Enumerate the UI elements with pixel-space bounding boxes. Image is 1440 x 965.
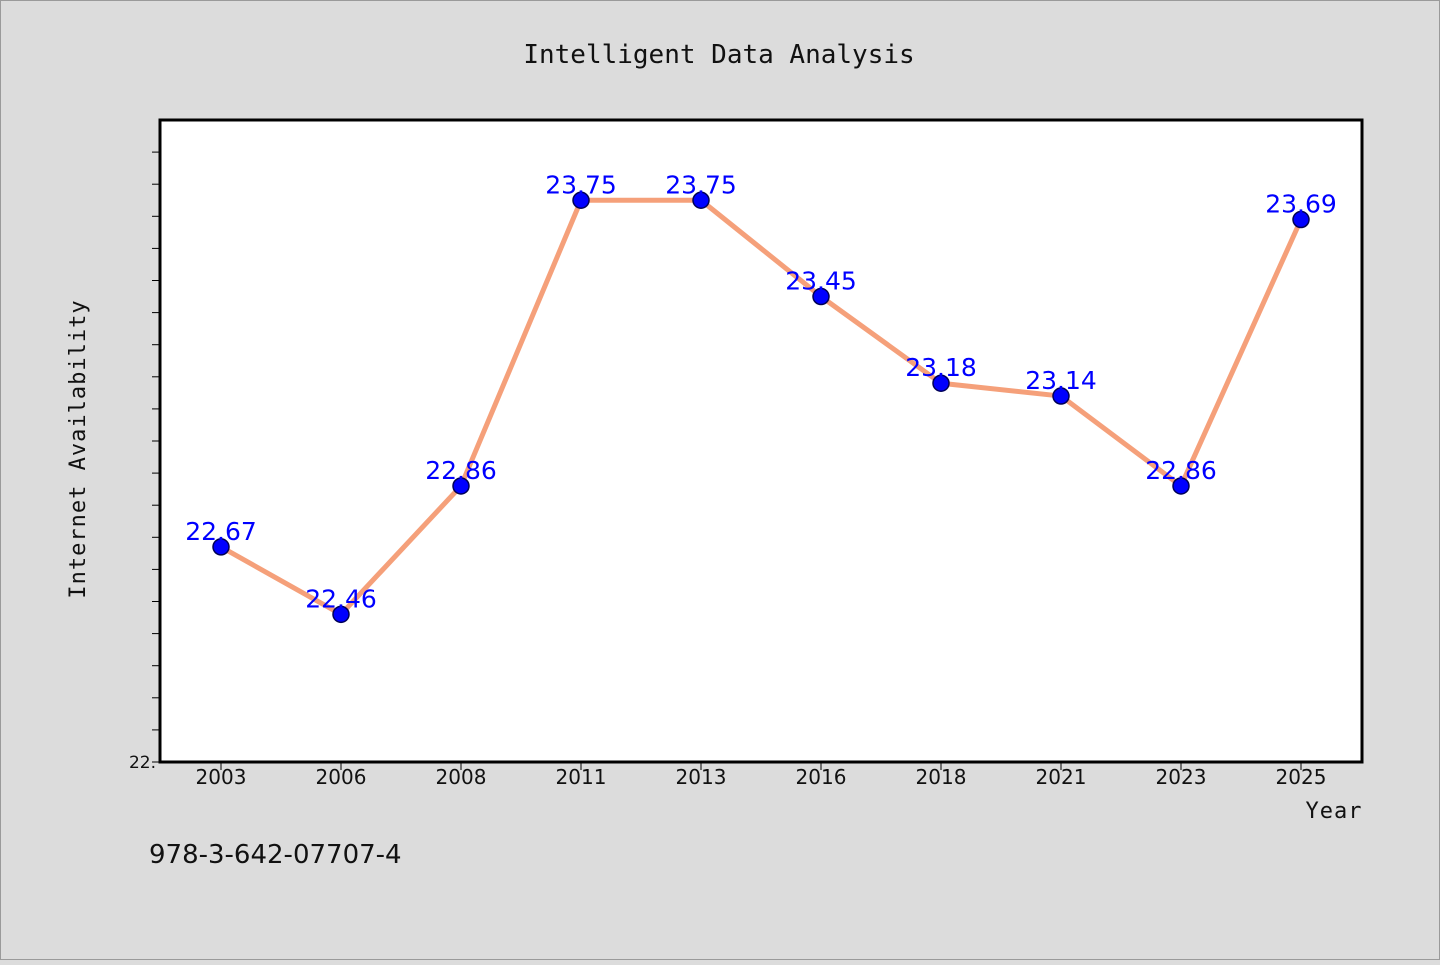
data-label: 23.75 [665, 170, 737, 199]
data-label: 23.75 [545, 170, 617, 199]
x-tick-label: 2025 [1276, 765, 1327, 789]
plot-area [158, 118, 1364, 764]
x-tick-label: 2023 [1156, 765, 1207, 789]
data-point [812, 287, 830, 306]
x-tick-label: 2008 [436, 765, 487, 789]
data-point [932, 374, 950, 392]
data-point [212, 538, 230, 556]
y-tick-label: 22. [129, 753, 156, 773]
x-tick-label: 2013 [676, 765, 727, 789]
isbn-footnote: 978-3-642-07707-4 [149, 840, 402, 870]
chart-title: Intelligent Data Analysis [523, 40, 914, 70]
series-internet-availability [218, 197, 1304, 617]
x-axis-ticks: 2003 2006 2008 2011 2013 2016 2018 2021 2023 2025 [196, 762, 1327, 789]
x-tick-label: 2006 [316, 765, 367, 789]
x-tick-label: 2018 [916, 765, 967, 789]
data-label: 23.45 [785, 267, 857, 296]
x-tick-label: 2011 [556, 765, 607, 789]
data-point [452, 477, 470, 495]
data-label: 22.86 [1145, 456, 1217, 485]
data-point [692, 191, 710, 209]
x-tick-label: 2021 [1036, 765, 1087, 789]
data-label: 23.69 [1265, 190, 1337, 219]
data-point [1052, 387, 1070, 405]
x-tick-label: 2003 [196, 765, 247, 789]
data-point [332, 605, 350, 624]
data-label: 22.86 [425, 456, 497, 485]
x-tick-label: 2016 [796, 765, 847, 789]
data-labels: 22.67 22.46 22.86 23.75 23.75 23.45 23.18 23.14… [185, 170, 1337, 613]
data-point [1172, 477, 1190, 495]
data-label: 23.18 [905, 353, 977, 382]
y-axis-ticks: 22. [129, 151, 160, 773]
x-axis-label: Year [1306, 799, 1363, 824]
data-point [1292, 210, 1310, 229]
series-line [218, 197, 1304, 617]
data-point [572, 191, 590, 209]
data-markers [212, 191, 1310, 624]
data-label: 22.67 [185, 517, 257, 546]
data-label: 23.14 [1025, 366, 1097, 395]
y-axis-label: Internet Availability [66, 299, 91, 598]
data-label: 22.46 [305, 584, 377, 613]
